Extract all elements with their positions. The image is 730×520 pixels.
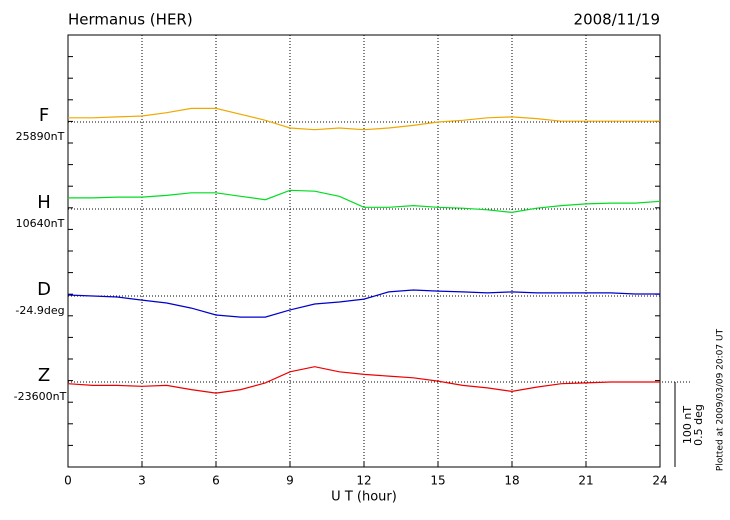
x-tick-label: 6 [212,474,220,488]
x-tick-label: 24 [652,474,667,488]
scale-label: 100 nT [681,406,694,444]
series-name: F [39,105,49,126]
date: 2008/11/19 [574,11,660,29]
x-tick-label: 0 [64,474,72,488]
x-tick-label: 15 [430,474,445,488]
series-name: D [37,279,51,300]
baseline-label: 25890nT [16,130,65,143]
x-axis-label: U T (hour) [331,490,397,505]
baseline-label: 10640nT [16,217,65,230]
baseline-label: -24.9deg [15,304,64,317]
x-tick-label: 9 [286,474,294,488]
chart-title: Hermanus (HER) [68,11,193,29]
baseline-label: -23600nT [14,390,67,403]
plot-note: Plotted at 2009/03/09 20:07 UT [716,328,726,471]
series-name: Z [38,365,50,386]
series-line [68,107,660,131]
x-tick-label: 18 [504,474,519,488]
scale-label: 0.5 deg [692,404,705,446]
x-tick-label: 3 [138,474,146,488]
x-tick-label: 12 [356,474,371,488]
series-line [67,366,660,394]
x-tick-label: 21 [578,474,593,488]
series-line [67,289,660,318]
series-name: H [37,192,51,213]
series-line [68,189,661,214]
